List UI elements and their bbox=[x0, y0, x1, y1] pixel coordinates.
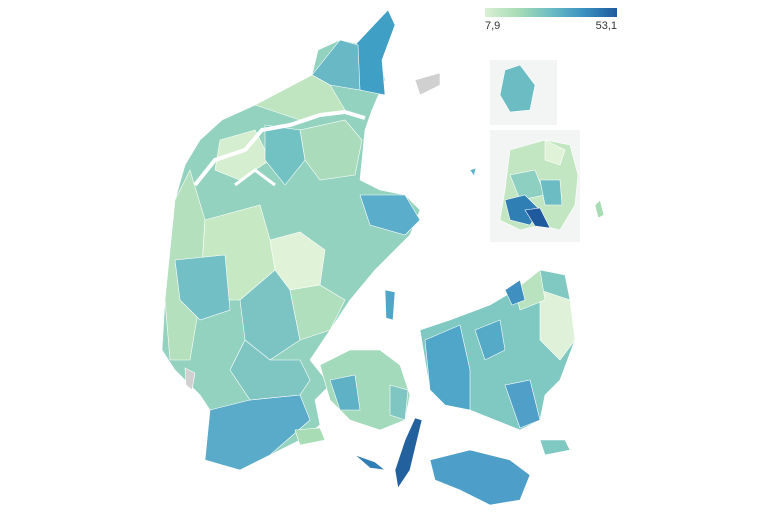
region-zealand bbox=[384, 167, 576, 506]
color-legend: 7,9 53,1 bbox=[485, 8, 617, 32]
municipality[interactable] bbox=[354, 9, 396, 96]
municipality[interactable] bbox=[289, 284, 346, 341]
bornholm-inset bbox=[490, 60, 557, 125]
municipality[interactable] bbox=[504, 279, 526, 306]
municipality[interactable] bbox=[264, 124, 306, 186]
municipality[interactable] bbox=[254, 74, 346, 121]
copenhagen-inset bbox=[490, 130, 605, 242]
limfjord-water bbox=[193, 109, 366, 187]
municipality[interactable] bbox=[354, 454, 387, 471]
municipality[interactable] bbox=[329, 374, 361, 411]
region-funen bbox=[294, 349, 423, 489]
island-no-data bbox=[414, 72, 441, 96]
municipality[interactable] bbox=[539, 179, 563, 206]
municipality[interactable] bbox=[539, 439, 571, 456]
municipality[interactable] bbox=[544, 139, 566, 166]
municipality[interactable] bbox=[469, 167, 477, 177]
municipality[interactable] bbox=[229, 339, 311, 401]
municipality[interactable] bbox=[524, 207, 551, 229]
municipality-bornholm[interactable] bbox=[499, 64, 536, 113]
municipality[interactable] bbox=[429, 449, 531, 506]
municipality[interactable] bbox=[174, 254, 231, 321]
municipality[interactable] bbox=[594, 199, 605, 219]
municipality[interactable] bbox=[294, 427, 326, 446]
municipality[interactable] bbox=[384, 289, 396, 321]
legend-gradient-bar bbox=[485, 8, 617, 17]
municipality[interactable] bbox=[474, 319, 506, 361]
municipality[interactable] bbox=[424, 324, 471, 411]
region-jutland bbox=[161, 9, 421, 471]
limfjord-water bbox=[234, 168, 276, 187]
municipality[interactable] bbox=[359, 194, 421, 236]
legend-max-label: 53,1 bbox=[595, 20, 617, 32]
municipality[interactable] bbox=[539, 289, 576, 361]
municipality[interactable] bbox=[389, 384, 409, 421]
legend-min-label: 7,9 bbox=[485, 20, 501, 32]
municipality[interactable] bbox=[504, 379, 541, 429]
municipality[interactable] bbox=[394, 417, 423, 489]
island-no-data bbox=[184, 367, 196, 391]
